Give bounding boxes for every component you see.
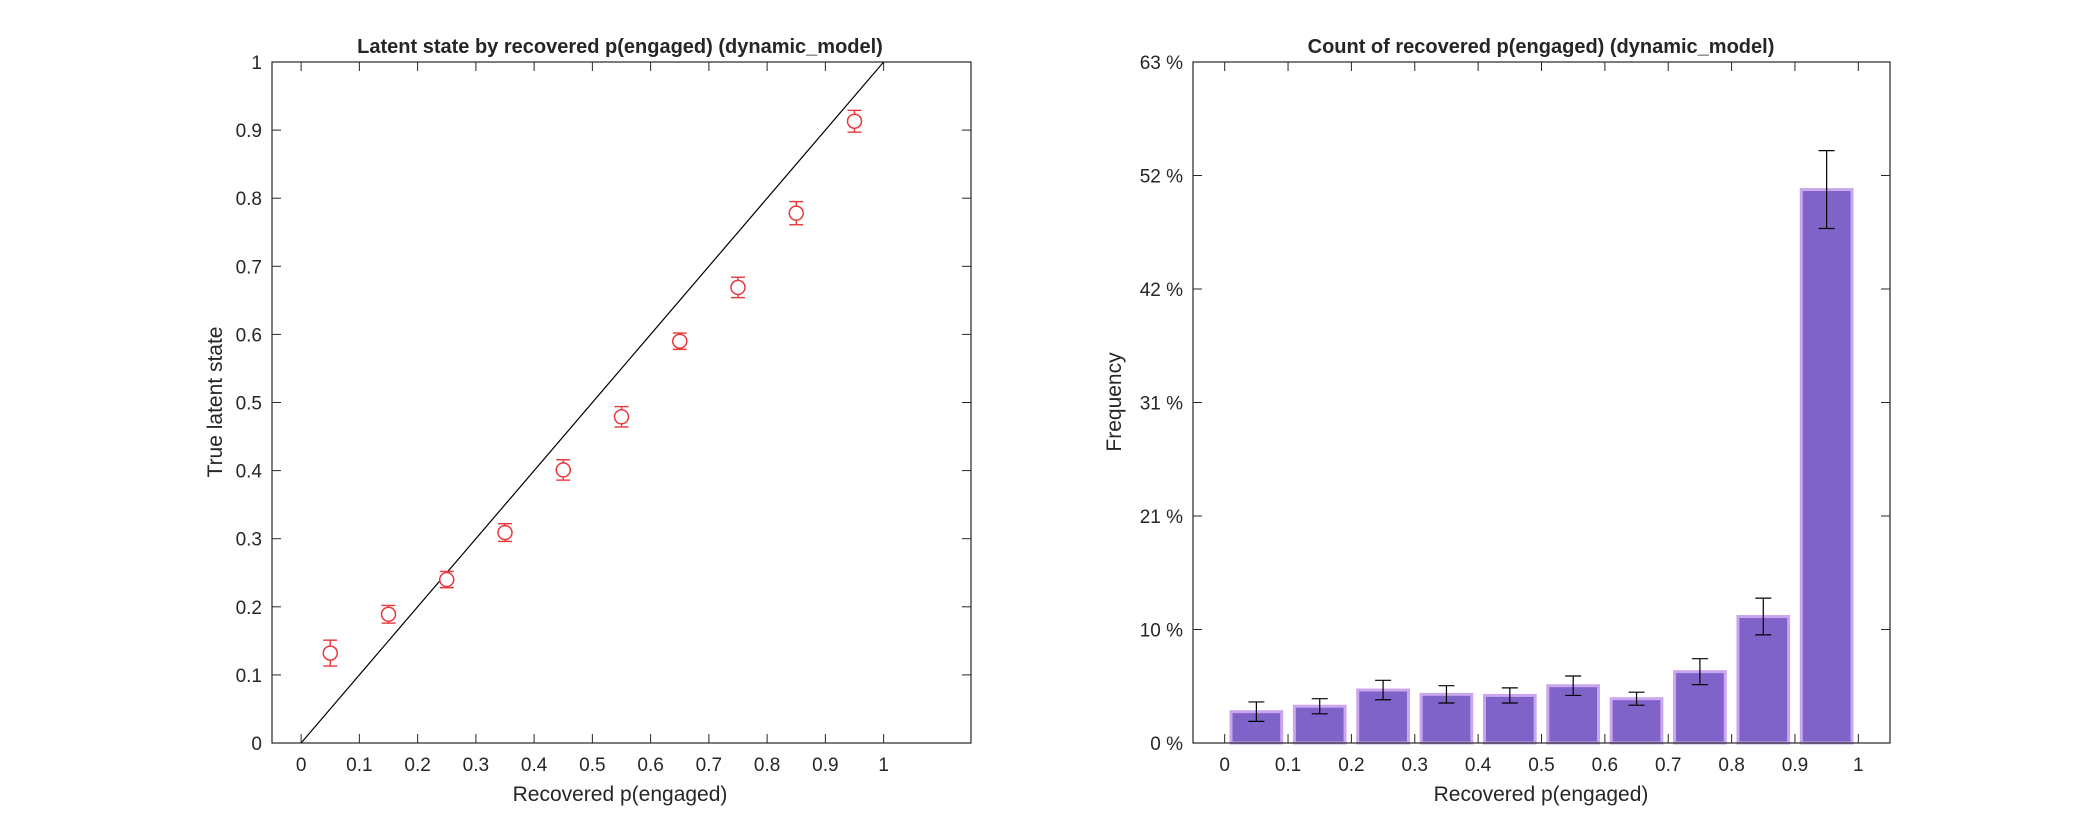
left-chart-xlabel: Recovered p(engaged) bbox=[513, 783, 728, 806]
right-chart-xtick-label: 1 bbox=[1853, 755, 1864, 776]
right-chart-ytick-label: 21 % bbox=[1140, 507, 1183, 528]
right-chart-ytick-label: 0 % bbox=[1150, 734, 1183, 755]
scatter-point bbox=[788, 205, 804, 221]
left-chart-xtick-label: 0.7 bbox=[696, 755, 722, 776]
left-chart-xtick-label: 0.9 bbox=[812, 755, 838, 776]
left-chart-ytick-label: 0.6 bbox=[236, 325, 262, 346]
scatter-point bbox=[613, 409, 630, 425]
right-chart-xtick-label: 0.1 bbox=[1275, 755, 1301, 776]
left-chart-xtick-label: 1 bbox=[878, 755, 889, 776]
left-chart-axes-box bbox=[271, 61, 972, 744]
left-chart-ytick-label: 0.4 bbox=[236, 462, 263, 483]
histogram-bar bbox=[1799, 188, 1854, 745]
left-chart-xtick-label: 0 bbox=[296, 755, 307, 776]
right-chart-xtick-label: 0.4 bbox=[1465, 755, 1492, 776]
right-chart-ytick-label: 10 % bbox=[1140, 621, 1183, 642]
left-chart: Latent state by recovered p(engaged) (dy… bbox=[204, 36, 972, 806]
left-chart-ytick-label: 0.7 bbox=[236, 257, 262, 278]
scatter-point bbox=[672, 333, 688, 349]
right-chart-xtick-label: 0.5 bbox=[1528, 755, 1554, 776]
left-chart-ytick-label: 0.1 bbox=[236, 666, 262, 687]
right-chart-xtick-label: 0.7 bbox=[1655, 755, 1681, 776]
right-chart-ytick-label: 31 % bbox=[1140, 394, 1183, 415]
left-chart-ytick-label: 0 bbox=[251, 734, 262, 755]
right-chart-plot-area: 0 0.1 0.2 0.3 0.4 0.5 0.6 0.7 0.8 0.9 10 %10 %21 %… bbox=[1140, 53, 1891, 776]
left-chart-title: Latent state by recovered p(engaged) (dy… bbox=[357, 36, 883, 58]
right-chart-xtick-label: 0.6 bbox=[1592, 755, 1618, 776]
scatter-point bbox=[846, 113, 863, 129]
right-chart-xtick-label: 0.2 bbox=[1338, 755, 1364, 776]
left-chart-ytick-label: 0.5 bbox=[236, 394, 262, 415]
left-chart-xtick-label: 0.2 bbox=[404, 755, 430, 776]
left-chart-ylabel: True latent state bbox=[204, 327, 227, 478]
left-chart-ytick-label: 0.8 bbox=[236, 189, 262, 210]
right-chart-ytick-label: 52 % bbox=[1140, 167, 1183, 188]
left-chart-ytick-label: 0.9 bbox=[236, 121, 262, 142]
left-chart-xtick-label: 0.3 bbox=[463, 755, 489, 776]
right-chart: Count of recovered p(engaged) (dynamic_m… bbox=[1103, 36, 1891, 806]
right-chart-xtick-label: 0.8 bbox=[1718, 755, 1744, 776]
right-chart-xtick-label: 0 bbox=[1219, 755, 1230, 776]
right-chart-ylabel: Frequency bbox=[1103, 352, 1126, 452]
left-chart-xtick-label: 0.1 bbox=[346, 755, 372, 776]
scatter-point bbox=[555, 462, 571, 478]
scatter-point bbox=[439, 571, 455, 588]
left-chart-ytick-label: 1 bbox=[251, 53, 262, 74]
right-chart-ytick-label: 63 % bbox=[1140, 53, 1183, 74]
scatter-point bbox=[730, 279, 746, 296]
left-chart-xtick-label: 0.4 bbox=[521, 755, 548, 776]
scatter-point bbox=[380, 606, 397, 623]
right-chart-xtick-label: 0.9 bbox=[1782, 755, 1808, 776]
left-chart-xtick-label: 0.8 bbox=[754, 755, 780, 776]
left-chart-xtick-label: 0.6 bbox=[637, 755, 663, 776]
scatter-point bbox=[497, 524, 513, 541]
left-chart-plot-area: 0 0.1 0.2 0.3 0.4 0.5 0.6 0.7 0.8 0.9 1 0 0.1 0.2 0.3 0… bbox=[236, 53, 972, 776]
scatter-point bbox=[322, 645, 338, 661]
right-chart-xlabel: Recovered p(engaged) bbox=[1434, 783, 1649, 806]
left-chart-ytick-label: 0.2 bbox=[236, 598, 262, 619]
left-chart-xtick-label: 0.5 bbox=[579, 755, 605, 776]
identity-line bbox=[300, 61, 885, 744]
left-chart-ytick-label: 0.3 bbox=[236, 530, 262, 551]
right-chart-ytick-label: 42 % bbox=[1140, 280, 1183, 301]
right-chart-title: Count of recovered p(engaged) (dynamic_m… bbox=[1308, 36, 1775, 58]
right-chart-xtick-label: 0.3 bbox=[1402, 755, 1428, 776]
